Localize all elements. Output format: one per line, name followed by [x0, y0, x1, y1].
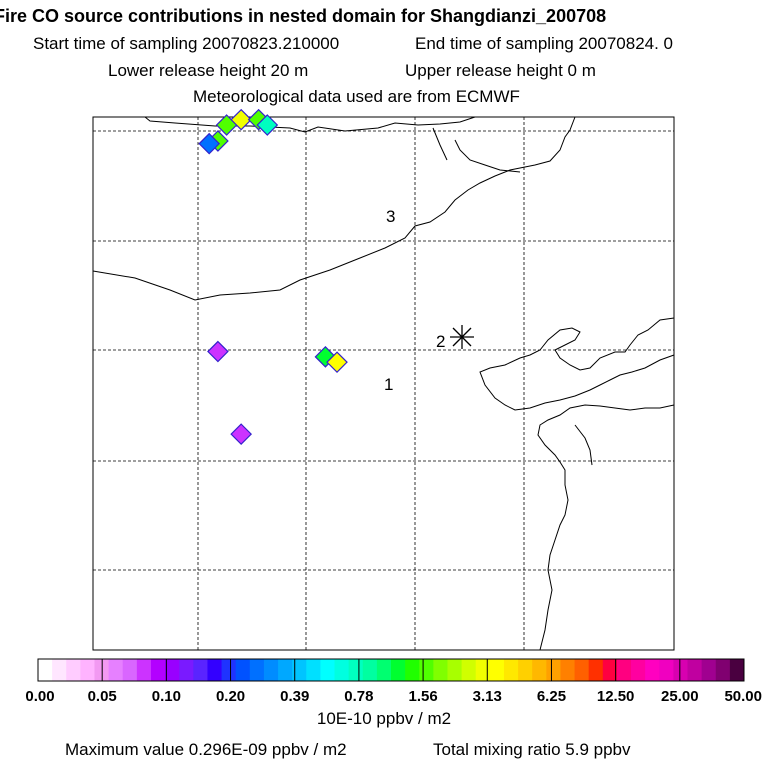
colorbar-swatch-7 — [136, 659, 152, 681]
colorbar-swatch-46 — [687, 659, 703, 681]
colorbar-swatch-5 — [108, 659, 124, 681]
colorbar-swatch-12 — [207, 659, 223, 681]
colorbar-swatch-1 — [52, 659, 67, 681]
colorbar-swatch-19 — [306, 659, 321, 681]
border-line-north — [144, 116, 476, 133]
colorbar-swatch-36 — [546, 659, 561, 681]
colorbar-swatch-26 — [405, 659, 420, 681]
colorbar-label-2: 0.10 — [152, 688, 181, 705]
colorbar-swatch-39 — [588, 659, 604, 681]
colorbar-swatch-43 — [645, 659, 660, 681]
colorbar-label-4: 0.39 — [280, 688, 309, 705]
colorbar-swatch-35 — [532, 659, 547, 681]
colorbar-swatch-47 — [701, 659, 717, 681]
colorbar-label-3: 0.20 — [216, 688, 245, 705]
colorbar-label-8: 6.25 — [537, 688, 566, 705]
upper-release-label: Upper release height 0 m — [405, 61, 596, 80]
source-cells — [198, 108, 348, 445]
chart-title: Fire CO source contributions in nested d… — [0, 6, 607, 26]
colorbar-swatch-28 — [433, 659, 448, 681]
colorbar-swatch-15 — [249, 659, 265, 681]
region-label-3: 3 — [386, 207, 395, 226]
colorbar-swatch-22 — [348, 659, 364, 681]
region-label-2: 2 — [436, 332, 445, 351]
coastline-bohai — [479, 317, 675, 411]
colorbar-swatch-49 — [729, 659, 745, 681]
colorbar-swatch-20 — [320, 659, 336, 681]
colorbar-swatch-38 — [574, 659, 590, 681]
colorbar-swatch-11 — [193, 659, 208, 681]
colorbar-swatch-24 — [376, 659, 392, 681]
colorbar-label-11: 50.00 — [724, 688, 762, 705]
colorbar-swatch-48 — [715, 659, 731, 681]
colorbar-swatch-30 — [461, 659, 477, 681]
end-time-label: End time of sampling 20070824. 0 — [415, 34, 674, 53]
colorbar-swatch-10 — [179, 659, 194, 681]
colorbar-label-7: 3.13 — [473, 688, 502, 705]
border-line-ne — [432, 127, 448, 161]
coastline-shandong — [537, 404, 675, 651]
source-cell-5 — [198, 132, 221, 155]
colorbar-swatch-44 — [659, 659, 674, 681]
colorbar-swatch-3 — [80, 659, 95, 681]
colorbar-swatch-2 — [66, 659, 81, 681]
colorbar-swatch-18 — [292, 659, 307, 681]
colorbar-swatch-34 — [518, 659, 533, 681]
colorbar-swatch-40 — [602, 659, 618, 681]
gridlines — [93, 117, 674, 650]
colorbar-label-1: 0.05 — [88, 688, 117, 705]
border-line-east — [454, 139, 521, 173]
source-cell-6 — [207, 340, 229, 363]
colorbar-swatch-16 — [263, 659, 279, 681]
colorbar-swatch-29 — [447, 659, 463, 681]
colorbar-swatch-42 — [631, 659, 646, 681]
colorbar-label-9: 12.50 — [597, 688, 635, 705]
source-cell-2 — [230, 108, 253, 131]
lower-release-label: Lower release height 20 m — [108, 61, 309, 80]
start-time-label: Start time of sampling 20070823.210000 — [33, 34, 340, 53]
total-mixing-ratio-label: Total mixing ratio 5.9 ppbv — [433, 740, 631, 759]
colorbar-swatch-33 — [503, 659, 519, 681]
colorbar-swatch-13 — [221, 659, 237, 681]
colorbar-label-0: 0.00 — [25, 688, 54, 705]
map-frame — [92, 116, 675, 651]
source-cell-7 — [230, 423, 253, 445]
border-line-central — [92, 116, 576, 301]
colorbar-label-6: 1.56 — [408, 688, 437, 705]
colorbar-label-5: 0.78 — [344, 688, 373, 705]
colorbar-swatch-23 — [362, 659, 378, 681]
met-data-label: Meteorological data used are from ECMWF — [193, 87, 520, 106]
region-label-1: 1 — [384, 375, 393, 394]
colorbar-swatch-45 — [673, 659, 689, 681]
colorbar-units: 10E-10 ppbv / m2 — [316, 709, 452, 728]
maximum-value-label: Maximum value 0.296E-09 ppbv / m2 — [65, 740, 347, 759]
colorbar-swatch-32 — [489, 659, 505, 681]
coastline-south — [574, 424, 593, 466]
colorbar-swatch-31 — [475, 659, 491, 681]
colorbar-swatch-27 — [419, 659, 434, 681]
colorbar-swatch-17 — [278, 659, 293, 681]
colorbar-swatch-9 — [165, 659, 180, 681]
coastlines — [92, 116, 675, 651]
colorbar-swatch-6 — [122, 659, 138, 681]
colorbar-label-10: 25.00 — [661, 688, 699, 705]
colorbar-ticks: 0.00 0.05 0.10 0.20 0.39 0.78 1.56 3.13 6.25 12.5… — [25, 659, 762, 705]
source-cell-9 — [326, 351, 348, 374]
receptor-marker — [450, 325, 474, 349]
colorbar — [37, 658, 745, 682]
colorbar-swatch-41 — [616, 659, 632, 681]
colorbar-swatch-14 — [235, 659, 251, 681]
colorbar-swatch-25 — [391, 659, 406, 681]
source-cell-4 — [256, 114, 279, 136]
colorbar-swatch-21 — [334, 659, 350, 681]
colorbar-swatch-37 — [560, 659, 576, 681]
colorbar-swatch-0 — [38, 659, 53, 681]
colorbar-swatch-8 — [150, 659, 166, 681]
